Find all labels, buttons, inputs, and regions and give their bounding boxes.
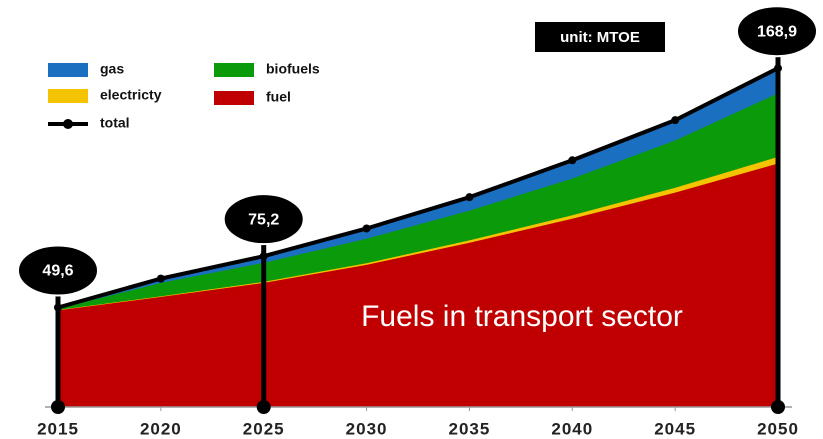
legend-label: fuel [266,89,291,105]
pole-base [256,400,271,414]
legend-label: gas [100,61,124,77]
x-tick-label: 2020 [140,419,182,438]
legend-swatch [48,63,88,77]
unit-label: unit: MTOE [560,29,640,46]
total-point [465,193,474,202]
x-tick-label: 2015 [37,419,79,438]
data-label: 75,2 [248,211,279,228]
pole-base [771,400,785,414]
x-tick-label: 2030 [346,419,388,438]
legend-label: total [100,115,130,131]
total-line [57,66,779,310]
x-tick-label: 2050 [757,419,799,438]
total-point [568,156,577,165]
total-point [671,116,680,125]
legend-swatch [214,91,254,105]
legend-swatch [48,89,88,103]
pole-base [51,400,65,414]
legend-swatch [63,119,73,129]
data-label: 168,9 [757,23,797,40]
total-point [362,224,371,233]
unit-box [535,22,665,52]
legend-label: electricty [100,87,162,103]
data-label: 49,6 [42,263,73,280]
legend-swatch [214,63,254,77]
chart-annotation: Fuels in transport sector [361,300,683,333]
x-tick-label: 2045 [654,419,696,438]
x-tick-label: 2025 [243,419,285,438]
x-tick-label: 2040 [551,419,593,438]
legend-label: biofuels [266,61,320,77]
label-bubble [17,244,99,297]
label-bubble [222,193,305,246]
total-point [156,274,165,283]
label-bubble [736,5,818,58]
x-tick-label: 2035 [449,419,491,438]
